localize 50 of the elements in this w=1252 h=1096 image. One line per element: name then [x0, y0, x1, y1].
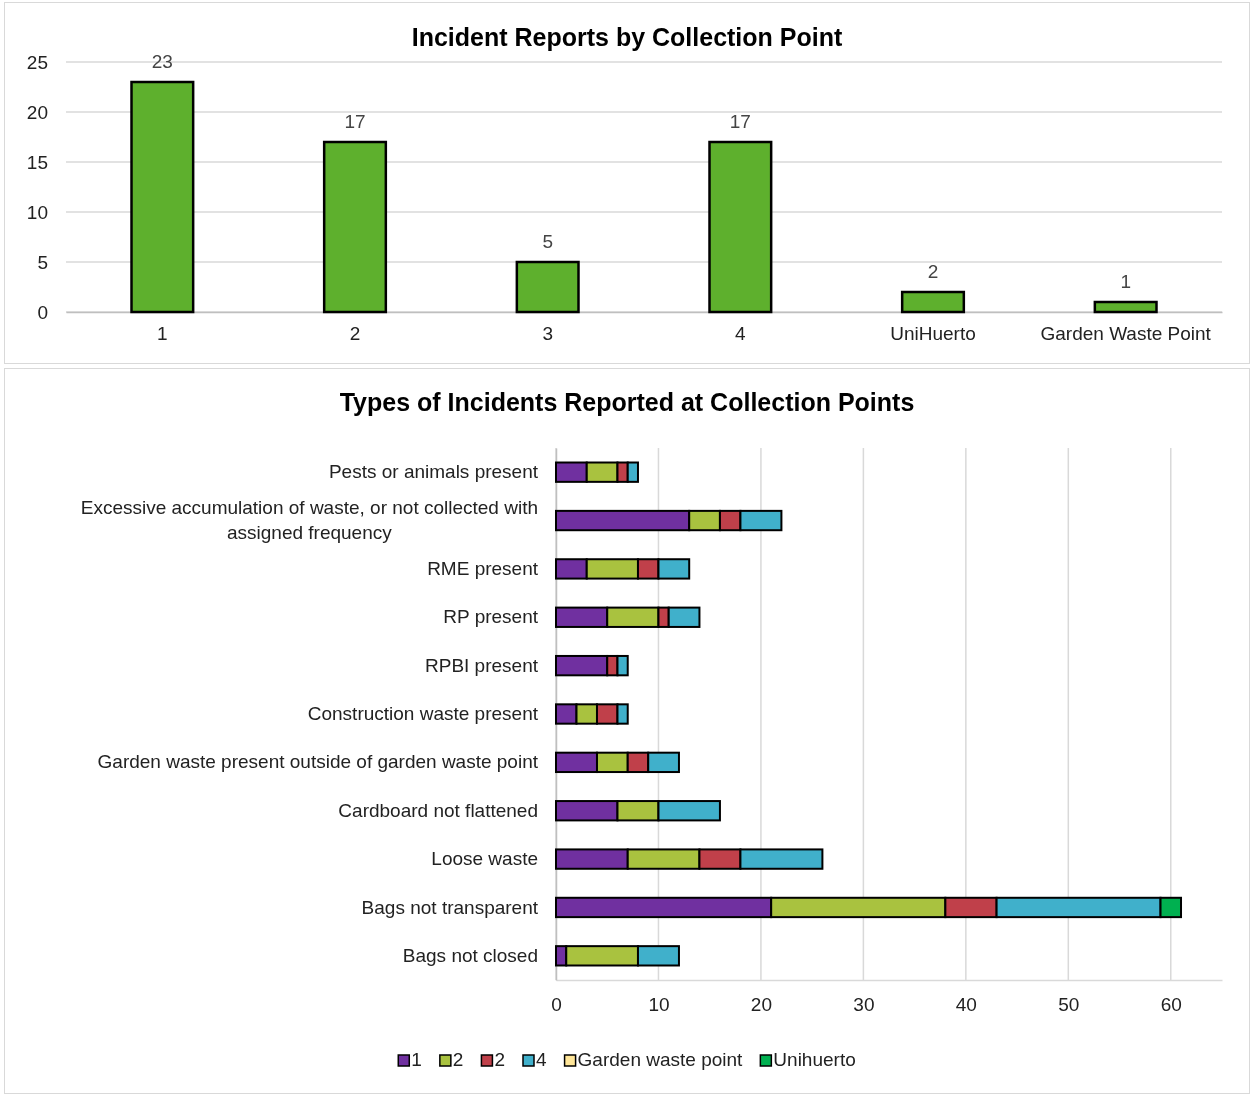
x-tick-label: 10: [648, 994, 670, 1016]
x-tick-label: 60: [1160, 994, 1182, 1016]
legend-label: 4: [536, 1049, 547, 1070]
x-tick-label: 40: [955, 994, 977, 1016]
chart-title: Types of Incidents Reported at Collection Points: [339, 388, 915, 416]
y-tick-label: Cardboard not flattened: [338, 799, 538, 821]
y-tick-label: Construction waste present: [307, 703, 539, 725]
x-tick-label: 50: [1058, 994, 1080, 1016]
y-tick-label: Bags not transparent: [361, 896, 539, 918]
y-tick-label: 25: [26, 51, 48, 73]
chart-title: Incident Reports by Collection Point: [411, 23, 843, 51]
y-tick-label: Bags not closed: [402, 944, 538, 966]
y-tick-label: 0: [37, 301, 48, 323]
x-tick-label: 30: [853, 994, 875, 1016]
y-tick-label: 10: [26, 201, 48, 223]
x-tick-label: 1: [157, 323, 168, 345]
data-label: 5: [542, 231, 553, 252]
data-label: 1: [1120, 271, 1131, 292]
bar: [1093, 300, 1158, 314]
y-tick-label: Garden waste present outside of garden waste point: [97, 751, 539, 773]
x-tick-label: 0: [551, 994, 562, 1016]
data-label: 23: [151, 51, 173, 72]
y-tick-label: 20: [26, 101, 48, 123]
x-tick-label: UniHuerto: [890, 323, 976, 345]
x-tick-label: 2: [349, 323, 361, 345]
data-label: 17: [729, 111, 751, 132]
y-tick-label: Pests or animals present: [328, 461, 539, 483]
y-tick-label: RME present: [427, 557, 539, 579]
bar: [322, 140, 388, 314]
legend-label: 2: [494, 1049, 505, 1070]
bar: [900, 290, 966, 314]
y-tick-label: 5: [37, 251, 48, 273]
data-label: 2: [927, 261, 939, 282]
x-tick-label: 4: [735, 323, 747, 345]
y-tick-label: RP present: [443, 606, 539, 628]
legend-label: Unihuerto: [773, 1049, 856, 1070]
y-tick-label: Loose waste: [431, 848, 538, 870]
y-tick-label: RPBI present: [425, 654, 539, 676]
legend-label: 1: [411, 1049, 422, 1070]
legend-label: Garden waste point: [577, 1049, 744, 1070]
bar: [130, 80, 195, 314]
x-tick-label: Garden Waste Point: [1040, 323, 1212, 345]
bar: [708, 140, 773, 314]
x-tick-label: 3: [542, 323, 553, 345]
data-label: 17: [344, 111, 366, 132]
y-tick-label: 15: [26, 151, 48, 173]
legend-label: 2: [452, 1049, 464, 1070]
y-tick-label: Excessive accumulation of waste, or not collected with assigned frequency: [80, 497, 538, 543]
x-tick-label: 20: [750, 994, 772, 1016]
bar: [515, 260, 580, 314]
